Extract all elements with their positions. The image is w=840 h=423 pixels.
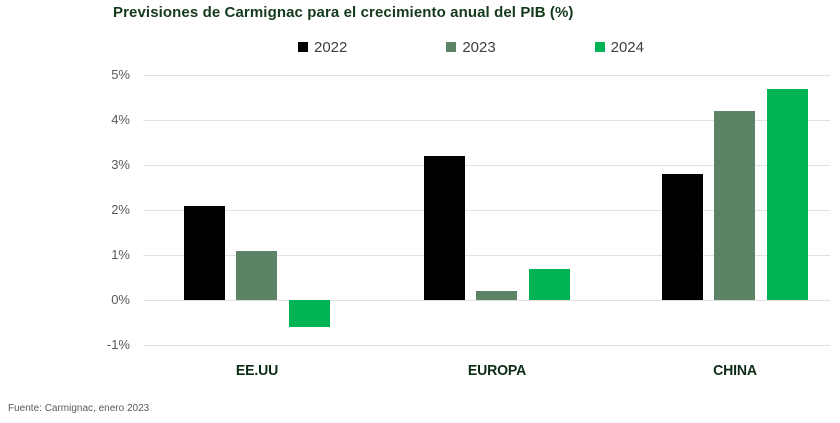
bar-china-2022 [662, 174, 703, 300]
legend-label-2024: 2024 [610, 38, 644, 56]
x-category-label-china: CHINA [713, 362, 757, 379]
bar-china-2024 [766, 88, 808, 300]
chart-title: Previsiones de Carmignac para el crecimi… [113, 4, 574, 21]
gridline [143, 75, 830, 76]
gridline [143, 255, 830, 256]
y-tick-label: 2% [111, 202, 130, 217]
gridline [143, 210, 830, 211]
y-tick-label: 5% [111, 67, 130, 82]
legend-swatch-2022 [298, 42, 308, 52]
legend-item-2023: 2023 [446, 38, 496, 56]
gridline [143, 300, 830, 301]
bar-europa-2024 [528, 268, 570, 300]
legend-label-2023: 2023 [462, 38, 496, 56]
bar-china-2023 [714, 111, 756, 300]
legend-item-2024: 2024 [594, 38, 644, 56]
legend: 2022 2023 2024 [298, 37, 644, 57]
y-tick-label: 1% [111, 247, 130, 262]
bar-eeuu-2023 [236, 250, 278, 300]
plot-area [143, 75, 830, 346]
bar-europa-2023 [476, 291, 518, 300]
legend-swatch-2023 [446, 42, 457, 52]
y-tick-label: 0% [111, 292, 130, 307]
y-tick-label: 4% [111, 112, 130, 127]
gridline [143, 345, 830, 346]
legend-label-2022: 2022 [314, 38, 348, 56]
gridline [143, 120, 830, 121]
x-category-label-europa: EUROPA [467, 362, 526, 379]
bar-eeuu-2024 [288, 300, 330, 327]
x-category-label-eeuu: EE.UU [235, 362, 278, 379]
legend-item-2022: 2022 [298, 39, 347, 56]
y-tick-label: -1% [106, 337, 130, 352]
source-note: Fuente: Carmignac, enero 2023 [8, 403, 150, 414]
gridline [143, 165, 830, 166]
legend-swatch-2024 [594, 42, 605, 52]
y-tick-label: 3% [111, 157, 130, 172]
bar-eeuu-2022 [184, 205, 225, 300]
bar-europa-2022 [424, 156, 465, 300]
